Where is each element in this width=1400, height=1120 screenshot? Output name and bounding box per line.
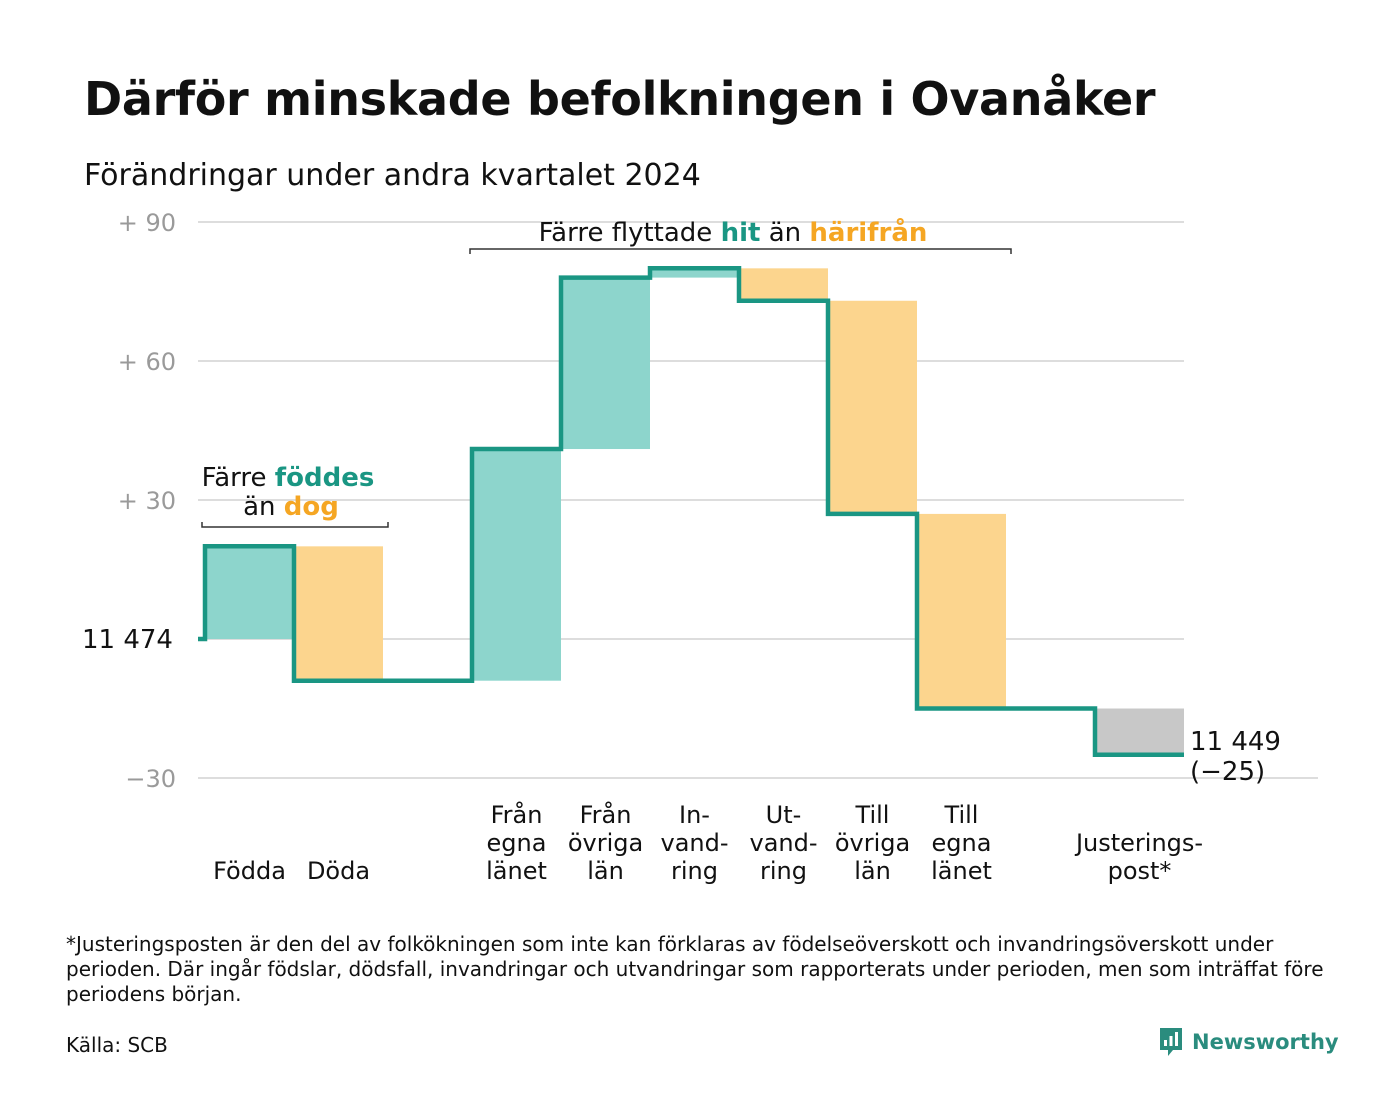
x-label-2: Från — [491, 800, 543, 829]
bar-1 — [294, 546, 383, 681]
cumulative-step-line — [198, 266, 1184, 758]
x-label-3: övriga — [568, 829, 643, 857]
x-label-3: län — [587, 857, 624, 885]
bar-2 — [472, 449, 561, 681]
end-value-label: (−25) — [1190, 757, 1265, 787]
x-label-8: post* — [1108, 857, 1172, 885]
x-label-2: länet — [486, 857, 547, 885]
bar-3 — [561, 277, 650, 450]
brand-logo: Newsworthy — [1158, 1026, 1339, 1058]
x-label-5: vand- — [749, 829, 817, 857]
start-value-label: 11 474 — [82, 625, 173, 655]
x-label-1: Döda — [307, 857, 370, 885]
x-label-4: In- — [679, 801, 710, 829]
x-label-6: övriga — [835, 829, 910, 857]
x-label-5: ring — [760, 857, 807, 885]
x-axis-labels: Födda DödaFrånegnalänetFrånövrigalänIn-va… — [213, 800, 1203, 885]
bar-6 — [828, 300, 917, 514]
x-label-8: Justerings- — [1074, 829, 1203, 857]
chart-subtitle: Förändringar under andra kvartalet 2024 — [84, 158, 701, 193]
migration-annotation: Färre flyttade hit än härifrån — [539, 216, 928, 248]
y-tick-label: + 90 — [118, 209, 176, 237]
bar-4 — [650, 268, 739, 278]
newsworthy-icon — [1160, 1028, 1182, 1056]
x-label-0: Födda — [213, 857, 286, 885]
y-tick-label: −30 — [125, 765, 176, 793]
bar-0 — [205, 546, 294, 639]
x-label-6: Till — [855, 801, 890, 829]
bar-8 — [1095, 708, 1184, 755]
x-label-4: ring — [671, 857, 718, 885]
end-value-label: 11 449 — [1190, 727, 1281, 757]
births-annotation-line1: Färre föddes — [202, 463, 375, 493]
bars — [205, 268, 1184, 755]
x-label-7: Till — [944, 801, 979, 829]
y-tick-label: + 60 — [118, 348, 176, 376]
x-label-6: län — [854, 857, 891, 885]
births-bracket — [201, 522, 389, 528]
x-label-5: Ut- — [766, 801, 802, 829]
chart-title: Därför minskade befolkningen i Ovanåker — [84, 72, 1156, 126]
y-axis-ticks: + 90 + 60 + 30 −30 11 474 — [82, 209, 176, 793]
grid-lines — [198, 221, 1318, 779]
x-label-7: länet — [931, 857, 992, 885]
value-labels: 11 449(−25) — [1190, 727, 1281, 787]
x-label-3: Från — [580, 800, 632, 829]
brand-name: Newsworthy — [1192, 1030, 1339, 1054]
y-tick-label: + 30 — [118, 487, 176, 515]
bar-5 — [739, 268, 828, 301]
x-label-7: egna — [932, 829, 992, 857]
bar-7 — [917, 513, 1006, 709]
x-label-2: egna — [487, 829, 547, 857]
migration-bracket — [469, 248, 1012, 254]
x-label-4: vand- — [660, 829, 728, 857]
step-line — [198, 266, 1184, 758]
births-annotation-line2: än dog — [243, 492, 339, 522]
source-note: Källa: SCB — [66, 1033, 168, 1057]
footnote: *Justeringsposten är den del av folkökni… — [66, 932, 1324, 1006]
